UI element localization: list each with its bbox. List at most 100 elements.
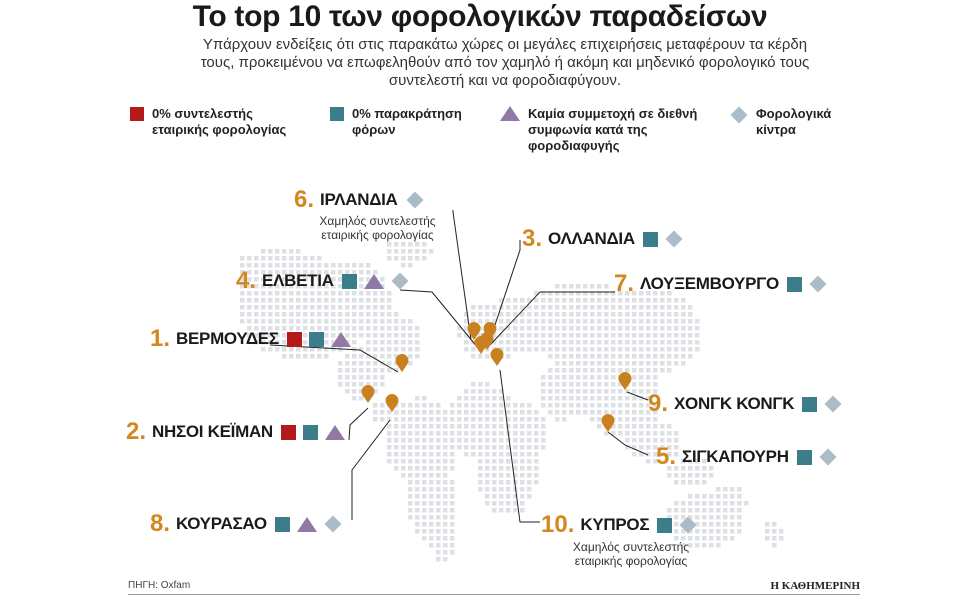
country-ireland: 6. ΙΡΛΑΝΔΙΑ <box>294 186 428 214</box>
gray-diamond-icon <box>824 395 842 413</box>
map-dot <box>408 445 413 450</box>
map-dot <box>688 459 693 464</box>
map-dot <box>352 263 357 268</box>
map-dot <box>625 291 630 296</box>
map-dot <box>653 340 658 345</box>
map-dot <box>471 389 476 394</box>
map-dot <box>338 326 343 331</box>
source-note: ΠΗΓΗ: Oxfam <box>128 580 191 591</box>
map-dot <box>604 403 609 408</box>
map-dot <box>415 452 420 457</box>
map-dot <box>394 368 399 373</box>
map-dot <box>534 312 539 317</box>
map-dot <box>597 319 602 324</box>
map-dot <box>632 340 637 345</box>
map-dot <box>359 347 364 352</box>
map-dot <box>303 347 308 352</box>
map-dot <box>513 410 518 415</box>
map-dot <box>352 305 357 310</box>
map-dot <box>653 389 658 394</box>
map-dot <box>359 298 364 303</box>
map-dot <box>646 340 651 345</box>
map-dot <box>674 501 679 506</box>
map-dot <box>394 249 399 254</box>
map-dot <box>345 389 350 394</box>
map-dot <box>660 431 665 436</box>
map-dot <box>387 438 392 443</box>
map-dot <box>716 487 721 492</box>
map-dot <box>296 256 301 261</box>
map-dot <box>415 515 420 520</box>
map-dot <box>618 340 623 345</box>
map-dot <box>282 256 287 261</box>
map-dot <box>401 256 406 261</box>
teal-square-icon <box>657 517 673 533</box>
rank-number: 1. <box>150 325 171 352</box>
map-dot <box>611 389 616 394</box>
purple-triangle-icon <box>296 516 317 532</box>
map-dot <box>317 270 322 275</box>
map-dot <box>408 473 413 478</box>
map-dot <box>254 291 259 296</box>
map-dot <box>408 487 413 492</box>
map-dot <box>723 508 728 513</box>
map-dot <box>443 550 448 555</box>
map-dot <box>583 319 588 324</box>
map-dot <box>366 347 371 352</box>
map-dot <box>576 340 581 345</box>
leader-line-curacao <box>351 419 391 520</box>
map-dot <box>436 480 441 485</box>
map-dot <box>499 431 504 436</box>
map-dot <box>338 284 343 289</box>
map-dot <box>303 284 308 289</box>
map-dot <box>247 319 252 324</box>
map-dot <box>408 515 413 520</box>
map-dot <box>450 508 455 513</box>
map-dot <box>366 291 371 296</box>
rank-number: 3. <box>522 225 543 252</box>
map-dot <box>408 326 413 331</box>
map-dot <box>254 340 259 345</box>
country-name: ΧΟΝΓΚ ΚΟΝΓΚ <box>674 394 795 413</box>
map-dot <box>534 305 539 310</box>
map-dot <box>513 417 518 422</box>
map-dot <box>506 445 511 450</box>
map-dot <box>562 312 567 317</box>
map-dot <box>464 445 469 450</box>
map-dot <box>436 494 441 499</box>
map-dot <box>254 270 259 275</box>
map-dot <box>695 529 700 534</box>
map-dot <box>261 340 266 345</box>
map-dot <box>485 382 490 387</box>
map-dot <box>653 431 658 436</box>
map-dot <box>436 522 441 527</box>
map-dot <box>590 389 595 394</box>
map-dot <box>653 382 658 387</box>
map-dot <box>653 305 658 310</box>
map-dot <box>646 326 651 331</box>
map-dot <box>597 396 602 401</box>
map-dot <box>555 410 560 415</box>
map-dot <box>632 319 637 324</box>
map-dot <box>443 424 448 429</box>
map-dot <box>352 382 357 387</box>
map-dot <box>520 326 525 331</box>
map-dot <box>506 459 511 464</box>
map-dot <box>653 424 658 429</box>
map-dot <box>660 424 665 429</box>
map-dot <box>338 298 343 303</box>
map-dot <box>247 263 252 268</box>
map-dot <box>478 410 483 415</box>
map-dot <box>275 284 280 289</box>
map-dot <box>646 417 651 422</box>
map-dot <box>548 291 553 296</box>
map-dot <box>401 417 406 422</box>
map-dot <box>555 319 560 324</box>
map-dot <box>618 354 623 359</box>
map-dot <box>485 305 490 310</box>
map-dot <box>422 424 427 429</box>
map-dot <box>688 501 693 506</box>
map-dot <box>555 333 560 338</box>
map-dot <box>436 424 441 429</box>
map-dot <box>583 382 588 387</box>
